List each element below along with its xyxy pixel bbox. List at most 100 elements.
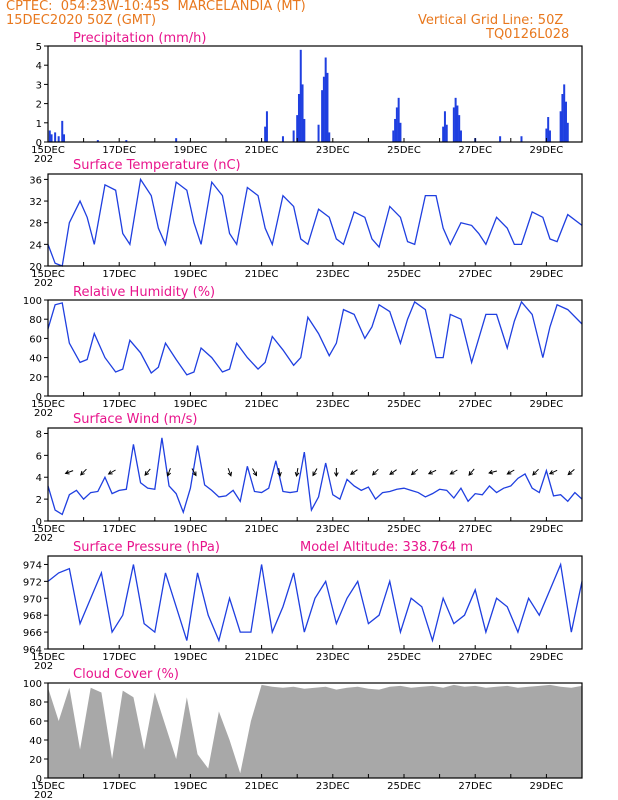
model-altitude-label: Model Altitude: 338.764 m (300, 540, 473, 555)
x-tick-label: 25DEC (387, 269, 421, 280)
precip-bar (454, 97, 457, 142)
x-tick-label: 17DEC (102, 269, 136, 280)
y-tick-label: 972 (23, 577, 42, 588)
x-tick-label: 19DEC (174, 145, 208, 156)
wind-vector-shaft (428, 469, 437, 475)
wind-vector (371, 468, 379, 476)
x-tick-label: 15DEC (31, 652, 65, 663)
precip-bar (61, 120, 64, 142)
x-tick-label: 29DEC (530, 145, 564, 156)
precip-bar (317, 124, 320, 142)
panel-title: Relative Humidity (%) (73, 285, 215, 300)
wind-vector (449, 469, 458, 475)
x-tick-label: 17DEC (102, 652, 136, 663)
wind-vector (350, 469, 358, 475)
x-tick-label: 23DEC (316, 269, 350, 280)
y-tick-label: 0 (36, 517, 42, 528)
wind-vector-head (64, 470, 70, 475)
precip-bar (395, 107, 398, 142)
precip-bar (48, 130, 51, 142)
precip-bar (520, 136, 523, 142)
precip-bar (303, 118, 306, 142)
wind-vector (389, 469, 397, 475)
precip-bar (326, 72, 329, 142)
wind-vector-shaft (144, 468, 151, 476)
precip-bar (175, 138, 178, 142)
x-sublabel: 202 (34, 154, 53, 165)
precip-bar (458, 115, 461, 142)
series-line (47, 300, 583, 376)
x-tick-label: 29DEC (530, 269, 564, 280)
x-tick-label: 29DEC (530, 781, 564, 792)
x-tick-label: 29DEC (530, 399, 564, 410)
wind-vector-shaft (507, 469, 515, 475)
precip-bar (281, 136, 284, 142)
x-tick-label: 27DEC (458, 524, 492, 535)
y-tick-label: 60 (29, 334, 42, 345)
panel-frame (47, 427, 583, 522)
wind-vector (548, 469, 558, 475)
precip-bar (301, 84, 304, 142)
wind-vector-shaft (450, 469, 458, 475)
x-tick-label: 27DEC (458, 399, 492, 410)
wind-vector-head (107, 470, 113, 475)
x-tick-label: 15DEC (31, 524, 65, 535)
x-tick-label: 19DEC (174, 652, 208, 663)
panel-frame (47, 45, 583, 143)
y-tick-label: 5 (36, 42, 42, 53)
y-tick-label: 6 (36, 451, 42, 462)
wind-vector-head (277, 471, 282, 477)
y-tick-label: 0 (36, 774, 42, 785)
wind-vector-shaft (489, 470, 497, 474)
precip-bar (63, 134, 66, 142)
wind-vector-head (410, 470, 416, 476)
header-model-id: TQ0126L028 (486, 27, 570, 42)
y-tick-label: 40 (29, 736, 42, 747)
wind-vector (107, 469, 116, 475)
precip-bar (547, 117, 550, 142)
x-tick-label: 25DEC (387, 524, 421, 535)
y-tick-label: 2 (36, 100, 42, 111)
y-tick-label: 2 (36, 495, 42, 506)
y-tick-label: 968 (23, 611, 42, 622)
y-tick-label: 4 (36, 473, 42, 484)
wind-vector-shaft (296, 467, 299, 477)
wind-vector-head (389, 470, 395, 475)
precip-bar (299, 49, 302, 143)
precip-bar (548, 130, 551, 142)
y-tick-label: 36 (29, 175, 42, 186)
wind-vector (427, 469, 437, 475)
wind-vector (144, 468, 151, 476)
wind-vector (312, 468, 318, 477)
x-tick-label: 21DEC (245, 145, 279, 156)
x-tick-label: 27DEC (458, 269, 492, 280)
precip-bar (399, 122, 402, 142)
wind-vector-head (312, 471, 317, 477)
precip-bar (563, 84, 566, 142)
wind-vector-head (80, 470, 85, 476)
x-tick-label: 29DEC (530, 652, 564, 663)
wind-vector-shaft (567, 469, 575, 475)
precip-bar (456, 105, 459, 142)
wind-vector-head (192, 471, 197, 477)
wind-vector-shaft (191, 468, 197, 476)
precip-bar (499, 136, 502, 142)
precip-bar (96, 140, 99, 142)
y-tick-label: 0 (36, 138, 42, 149)
wind-vector-shaft (312, 468, 318, 476)
wind-vector-head (144, 471, 150, 476)
x-tick-label: 23DEC (316, 524, 350, 535)
x-tick-label: 23DEC (316, 781, 350, 792)
wind-vector (532, 468, 539, 476)
precip-bar (125, 140, 128, 142)
x-tick-label: 25DEC (387, 399, 421, 410)
panel-title: Precipitation (mm/h) (73, 31, 206, 46)
x-sublabel: 202 (34, 408, 53, 419)
x-tick-label: 25DEC (387, 652, 421, 663)
x-sublabel: 202 (34, 790, 53, 800)
series-line (47, 177, 583, 267)
wind-vector-head (532, 470, 537, 476)
precip-bar (559, 111, 562, 142)
x-tick-label: 21DEC (245, 524, 279, 535)
wind-vector-shaft (65, 470, 74, 474)
